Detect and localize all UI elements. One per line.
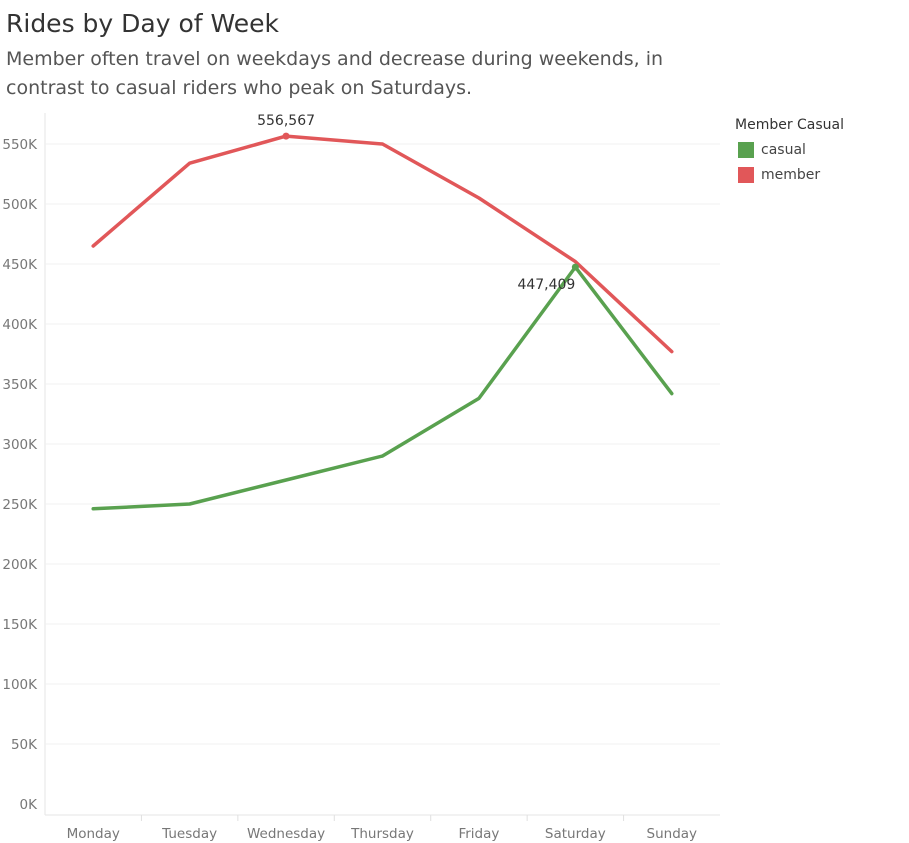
annotation-point bbox=[282, 132, 290, 140]
y-tick-label: 500K bbox=[2, 197, 38, 213]
x-tick-label: Monday bbox=[67, 826, 120, 842]
annotation-point bbox=[571, 263, 579, 271]
x-tick-label: Sunday bbox=[647, 826, 698, 842]
y-tick-label: 100K bbox=[2, 677, 38, 693]
series-line-casual bbox=[91, 265, 674, 511]
y-tick-label: 300K bbox=[2, 437, 38, 453]
chart-title: Rides by Day of Week bbox=[6, 9, 279, 38]
y-tick-label: 350K bbox=[2, 377, 38, 393]
y-tick-label: 550K bbox=[2, 137, 38, 153]
y-tick-label: 200K bbox=[2, 557, 38, 573]
legend: Member Casual casual member bbox=[735, 117, 844, 187]
legend-swatch-member bbox=[738, 166, 754, 183]
legend-item-casual[interactable]: casual bbox=[735, 137, 844, 162]
y-tick-label: 0K bbox=[20, 797, 39, 813]
y-tick-label: 400K bbox=[2, 317, 38, 333]
legend-label-member: member bbox=[761, 166, 821, 183]
legend-item-member[interactable]: member bbox=[735, 162, 844, 187]
legend-swatch-casual bbox=[738, 141, 754, 158]
y-tick-label: 150K bbox=[2, 617, 38, 633]
x-tick-label: Thursday bbox=[350, 826, 414, 842]
data-label: 556,567 bbox=[257, 113, 315, 129]
data-label: 447,409 bbox=[517, 277, 575, 293]
y-tick-label: 50K bbox=[11, 737, 38, 753]
series-line-member bbox=[91, 134, 674, 354]
legend-label-casual: casual bbox=[761, 141, 806, 158]
y-tick-label: 250K bbox=[2, 497, 38, 513]
x-tick-label: Saturday bbox=[545, 826, 606, 842]
x-tick-label: Friday bbox=[458, 826, 499, 842]
y-tick-label: 450K bbox=[2, 257, 38, 273]
chart-subtitle: Member often travel on weekdays and decr… bbox=[6, 48, 664, 99]
x-tick-label: Tuesday bbox=[161, 826, 217, 842]
legend-title: Member Casual bbox=[735, 117, 845, 133]
x-tick-label: Wednesday bbox=[247, 826, 325, 842]
